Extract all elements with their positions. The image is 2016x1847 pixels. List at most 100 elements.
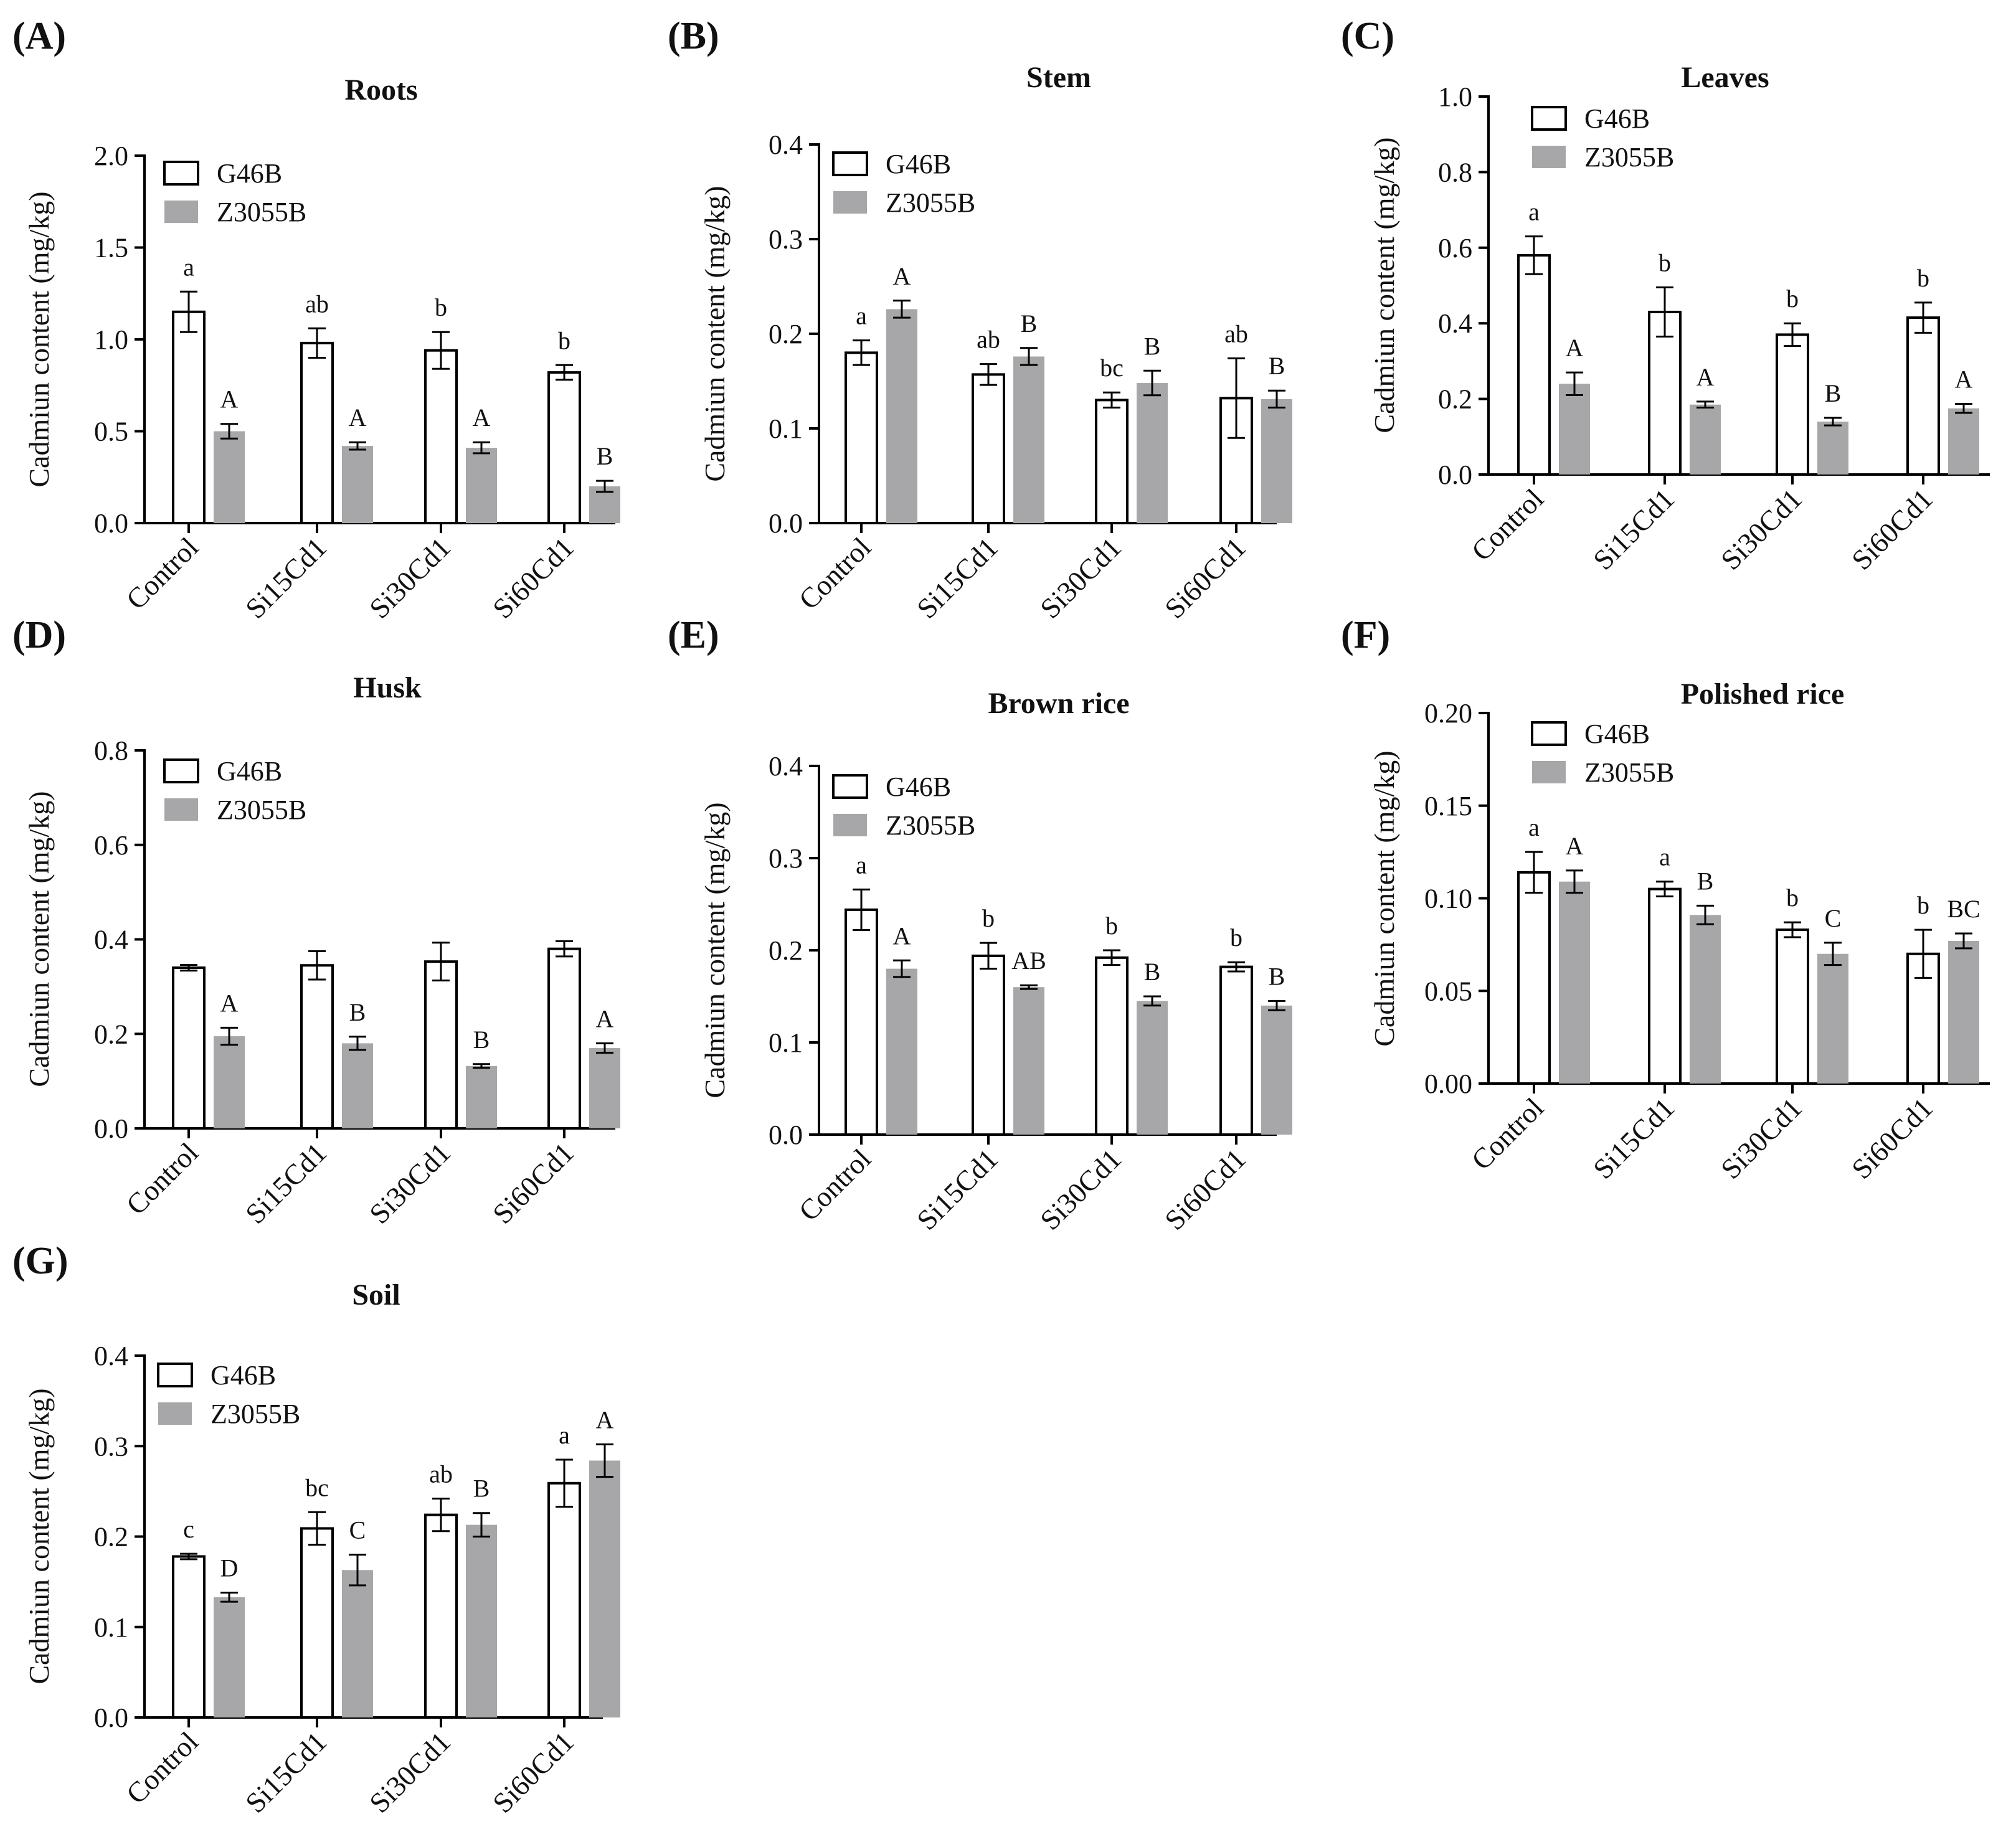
significance-label: B <box>1825 379 1842 407</box>
y-tick-label: 0.8 <box>1438 157 1472 187</box>
significance-label: B <box>473 1475 490 1503</box>
legend-label: Z3055B <box>1584 142 1674 172</box>
x-tick-label: Control <box>793 531 877 615</box>
chart-panel-roots: (A) Roots Cadmiun content (mg/kg) 0.0 0.5 1.0… <box>12 15 620 625</box>
significance-label: B <box>1144 958 1161 986</box>
y-tick-label: 0.0 <box>1438 460 1472 490</box>
x-tick-label: Si15Cd1 <box>1587 483 1680 576</box>
x-tick-label: Si15Cd1 <box>239 1136 333 1230</box>
legend-label: G46B <box>211 1360 276 1391</box>
chart-panel-polished-rice: (F) Polished rice Cadmiun content (mg/kg) 0… <box>1341 614 1990 1185</box>
legend-swatch-z3055b <box>164 201 198 223</box>
significance-label: b <box>982 904 995 932</box>
y-tick-label: 0.4 <box>1438 308 1472 339</box>
legend-swatch-z3055b <box>833 814 867 836</box>
significance-label: b <box>1105 912 1118 940</box>
g46b-bar <box>1517 253 1551 476</box>
chart-title: Stem <box>1026 61 1091 94</box>
legend-label: G46B <box>1584 103 1650 134</box>
legend-swatch-z3055b <box>1532 761 1566 783</box>
significance-label: a <box>1659 843 1670 871</box>
chart-title: Leaves <box>1681 61 1769 94</box>
significance-label: B <box>1697 867 1714 895</box>
x-tick-label: Control <box>1465 483 1550 567</box>
x-tick-label: Si15Cd1 <box>911 1143 1004 1236</box>
significance-label: bc <box>1100 354 1124 382</box>
significance-label: A <box>596 1004 614 1032</box>
significance-label: bc <box>305 1473 329 1501</box>
g46b-bar <box>300 1527 334 1719</box>
y-tick-label: 0.0 <box>769 508 803 539</box>
z3055b-bar <box>1013 987 1044 1135</box>
panel-label: (D) <box>12 614 66 656</box>
legend-swatch-z3055b <box>158 1402 192 1425</box>
g46b-bar <box>972 373 1005 524</box>
z3055b-bar <box>1817 422 1848 475</box>
significance-label: AB <box>1011 947 1046 975</box>
z3055b-bar <box>342 446 373 523</box>
significance-label: A <box>473 404 491 432</box>
g46b-bar <box>424 960 458 1130</box>
z3055b-bar <box>1690 915 1721 1084</box>
z3055b-bar <box>466 448 497 523</box>
x-tick-label: Si30Cd1 <box>1715 1092 1808 1185</box>
significance-label: b <box>1786 884 1799 912</box>
y-tick-label: 0.4 <box>769 751 803 782</box>
z3055b-bar <box>1261 1005 1292 1135</box>
significance-label: A <box>220 989 239 1017</box>
significance-label: A <box>1697 363 1715 391</box>
significance-label: b <box>558 326 570 354</box>
y-tick-label: 0.3 <box>94 1431 128 1462</box>
y-tick-label: 0.3 <box>769 224 803 255</box>
g46b-bar <box>424 1513 458 1719</box>
significance-label: A <box>1955 365 1973 393</box>
significance-label: b <box>1917 891 1929 919</box>
z3055b-bar <box>1948 940 1979 1084</box>
y-tick-label: 0.2 <box>769 935 803 966</box>
g46b-bar <box>845 351 878 525</box>
chart-title: Husk <box>353 671 422 704</box>
significance-label: a <box>1528 813 1540 841</box>
x-tick-label: Si60Cd1 <box>1845 483 1939 576</box>
significance-label: b <box>1917 264 1929 292</box>
y-axis-label: Cadmiun content (mg/kg) <box>1368 750 1400 1046</box>
x-tick-label: Si15Cd1 <box>911 531 1004 625</box>
legend-label: G46B <box>886 149 951 179</box>
y-tick-label: 0.0 <box>94 1113 128 1144</box>
g46b-bar <box>547 1481 581 1719</box>
z3055b-bar <box>466 1065 497 1128</box>
z3055b-bar <box>342 1570 373 1717</box>
y-tick-label: 0.2 <box>94 1522 128 1552</box>
x-tick-label: Si30Cd1 <box>363 531 457 625</box>
chart-panel-leaves: (C) Leaves Cadmiun content (mg/kg) 0.0 0.2 0.… <box>1341 15 1990 576</box>
y-tick-label: 0.3 <box>769 843 803 874</box>
y-tick-label: 0.20 <box>1424 698 1472 729</box>
x-tick-label: Si60Cd1 <box>486 1726 580 1819</box>
x-tick-label: Si30Cd1 <box>1715 483 1808 576</box>
significance-label: D <box>220 1554 239 1582</box>
x-tick-label: Si15Cd1 <box>239 1726 333 1819</box>
g46b-bar <box>172 966 206 1130</box>
g46b-bar <box>300 341 334 525</box>
y-tick-label: 2.0 <box>94 141 128 171</box>
panel-label: (C) <box>1341 15 1394 57</box>
x-tick-label: Si30Cd1 <box>363 1726 457 1819</box>
legend-swatch-g46b <box>163 161 199 186</box>
y-tick-label: 0.0 <box>94 1703 128 1733</box>
legend-label: Z3055B <box>1584 757 1674 788</box>
y-tick-label: 0.2 <box>94 1019 128 1049</box>
significance-label: c <box>183 1515 194 1543</box>
significance-label: A <box>1566 334 1584 362</box>
legend-swatch-g46b <box>157 1363 193 1387</box>
y-tick-label: 1.5 <box>94 233 128 263</box>
x-tick-label: Control <box>793 1143 877 1227</box>
panel-label: (E) <box>668 614 719 656</box>
g46b-bar <box>1095 956 1129 1136</box>
legend-swatch-g46b <box>832 151 868 176</box>
y-tick-label: 0.2 <box>769 319 803 349</box>
x-tick-label: Si60Cd1 <box>1845 1092 1939 1185</box>
y-tick-label: 0.1 <box>769 1027 803 1058</box>
legend-swatch-z3055b <box>1532 146 1566 168</box>
z3055b-bar <box>214 1597 245 1717</box>
y-tick-label: 0.6 <box>1438 233 1472 263</box>
